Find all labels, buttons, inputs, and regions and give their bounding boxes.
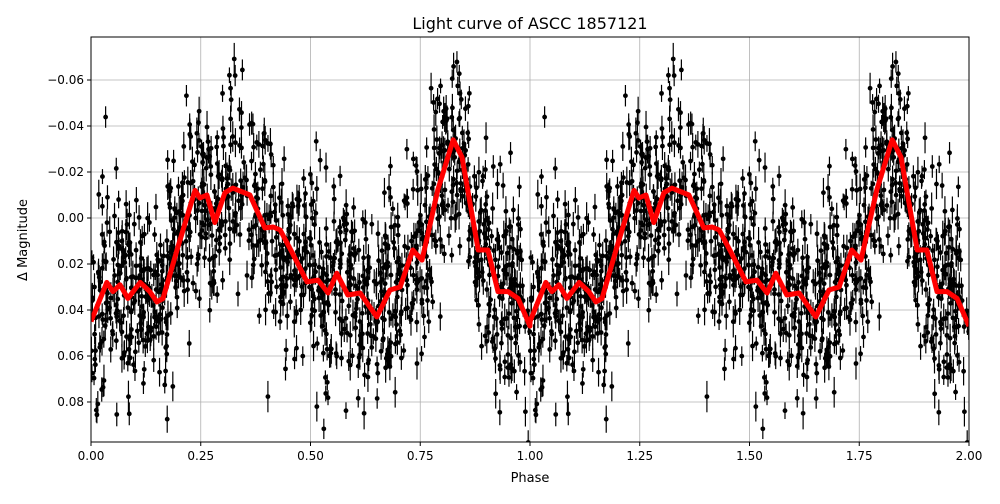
x-tick-label: 0.25 xyxy=(187,449,214,463)
y-tick-label: −0.06 xyxy=(47,73,84,87)
x-tick-label: 1.50 xyxy=(736,449,763,463)
y-axis-label: Δ Magnitude xyxy=(16,199,31,281)
x-tick-label: 0.00 xyxy=(78,449,105,463)
x-tick-label: 2.00 xyxy=(956,449,983,463)
y-tick-label: 0.04 xyxy=(57,303,84,317)
y-tick-label: 0.08 xyxy=(57,395,84,409)
y-tick-label: −0.04 xyxy=(47,119,84,133)
x-tick-label: 1.75 xyxy=(846,449,873,463)
x-axis-label: Phase xyxy=(511,471,550,486)
x-tick-label: 0.75 xyxy=(407,449,434,463)
chart-title: Light curve of ASCC 1857121 xyxy=(412,14,647,33)
x-tick-label: 1.25 xyxy=(626,449,653,463)
y-tick-label: 0.00 xyxy=(57,211,84,225)
y-tick-label: 0.06 xyxy=(57,349,84,363)
y-tick-label: 0.02 xyxy=(57,257,84,271)
x-tick-label: 1.00 xyxy=(517,449,544,463)
x-tick-label: 0.50 xyxy=(297,449,324,463)
y-tick-label: −0.02 xyxy=(47,165,84,179)
